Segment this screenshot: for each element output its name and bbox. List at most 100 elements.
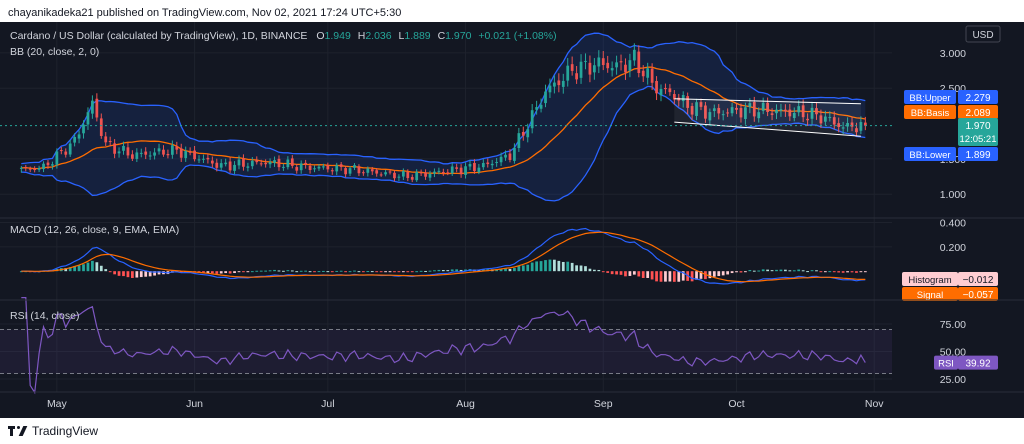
candle [24,164,28,172]
candle-body [104,136,108,143]
rsi-tag-label-box [934,355,958,370]
bb-basis-tag-label-box [904,105,956,119]
candle-body [295,167,299,171]
candle-body [335,165,339,172]
candle [784,104,787,117]
candle-body [788,109,792,117]
candle [806,113,809,126]
macd-histogram-bar [690,271,694,282]
candle [144,147,148,160]
candle-body [610,68,614,71]
candle [424,169,427,180]
macd-pane[interactable]: MACD (12, 26, close, 9, EMA, EMA) [0,221,892,285]
candle [464,162,467,179]
candle [770,108,774,121]
candle-body [397,176,401,178]
candle-body [330,170,334,172]
macd-histogram-bar [308,271,312,273]
candle-body [655,80,658,94]
macd-histogram-bar [255,270,259,272]
candle [459,164,463,178]
signal-tag: Signal −0.057 [902,287,998,301]
candle-body [55,151,59,165]
macd-histogram-bar [117,271,121,276]
candle-body [188,151,192,153]
candle-body [166,153,170,156]
publish-header: chayanikadeka21 published on TradingView… [8,7,402,19]
candle [255,156,259,165]
candle-body [575,73,578,80]
candle-body [224,162,228,165]
macd-histogram-bar [704,271,707,280]
macd-histogram-bar [668,271,672,282]
candle-body [393,172,396,179]
candle-body [668,88,672,93]
candle-body [170,145,174,155]
candle-body [521,131,525,136]
candle [815,102,818,120]
chart-area[interactable]: Cardano / US Dollar (calculated by Tradi… [0,22,1024,418]
macd-histogram-bar [148,271,152,277]
macd-tick-label: 0.200 [940,242,966,254]
macd-histogram-bar [641,271,645,278]
candle [193,145,196,162]
price-pane[interactable] [0,22,892,392]
macd-histogram-bar [481,269,485,272]
candle-body [770,113,774,115]
candle-body [184,151,188,159]
rsi-pane[interactable]: RSI (14, close) [0,297,892,395]
macd-histogram-bar [615,271,618,275]
candle [388,169,392,175]
footer-brand[interactable]: TradingView [8,423,98,439]
candle-body [752,101,756,117]
change-value: +0.021 (+1.08%) [478,30,556,42]
candle [557,73,561,93]
candle [286,156,290,170]
macd-histogram-bar [424,270,427,272]
open-value: 1.949 [325,30,351,42]
candle-body [739,108,743,118]
candle-body [117,151,121,154]
macd-histogram-bar [659,271,663,282]
macd-histogram-bar [557,260,561,272]
candle-body [91,100,94,114]
candle [357,164,361,177]
macd-histogram-bar [624,271,627,277]
candle [735,103,738,115]
macd-axis[interactable]: 0.400 0.200 [940,217,966,253]
candle-body [717,107,721,114]
macd-histogram-bar [224,271,228,274]
macd-histogram-bar [610,271,614,275]
macd-histogram-bar [619,271,623,275]
candle-body [464,166,467,175]
candle [726,108,730,117]
candle [433,168,436,178]
candle-body [406,172,410,179]
candle [686,92,690,115]
candle [570,56,574,76]
rsi-indicator-label: RSI (14, close) [10,310,79,322]
tradingview-logo-icon [8,426,28,436]
histogram-tag-value-box [958,272,998,286]
candle-body [490,163,494,166]
candle [766,97,769,117]
candle [850,116,854,132]
candle [366,166,370,177]
macd-histogram-bar [708,271,712,279]
candle-body [99,118,103,136]
candle [308,162,312,174]
macd-histogram-bar [712,271,716,277]
high-label: H [358,30,366,42]
macd-histogram-bar [459,269,463,272]
currency-box[interactable] [965,25,1001,43]
macd-histogram-bar [210,271,214,274]
candle [744,102,747,125]
close-value: 1.970 [445,30,471,42]
time-axis[interactable]: May Jun Jul Aug Sep Oct Nov [47,398,884,410]
rsi-axis[interactable]: 75.00 50.00 25.00 [940,319,966,386]
candle-body [513,147,516,161]
candle [632,43,636,66]
chart-svg[interactable]: Cardano / US Dollar (calculated by Tradi… [0,22,1024,418]
candle [761,97,765,115]
macd-histogram-bar [779,269,783,272]
